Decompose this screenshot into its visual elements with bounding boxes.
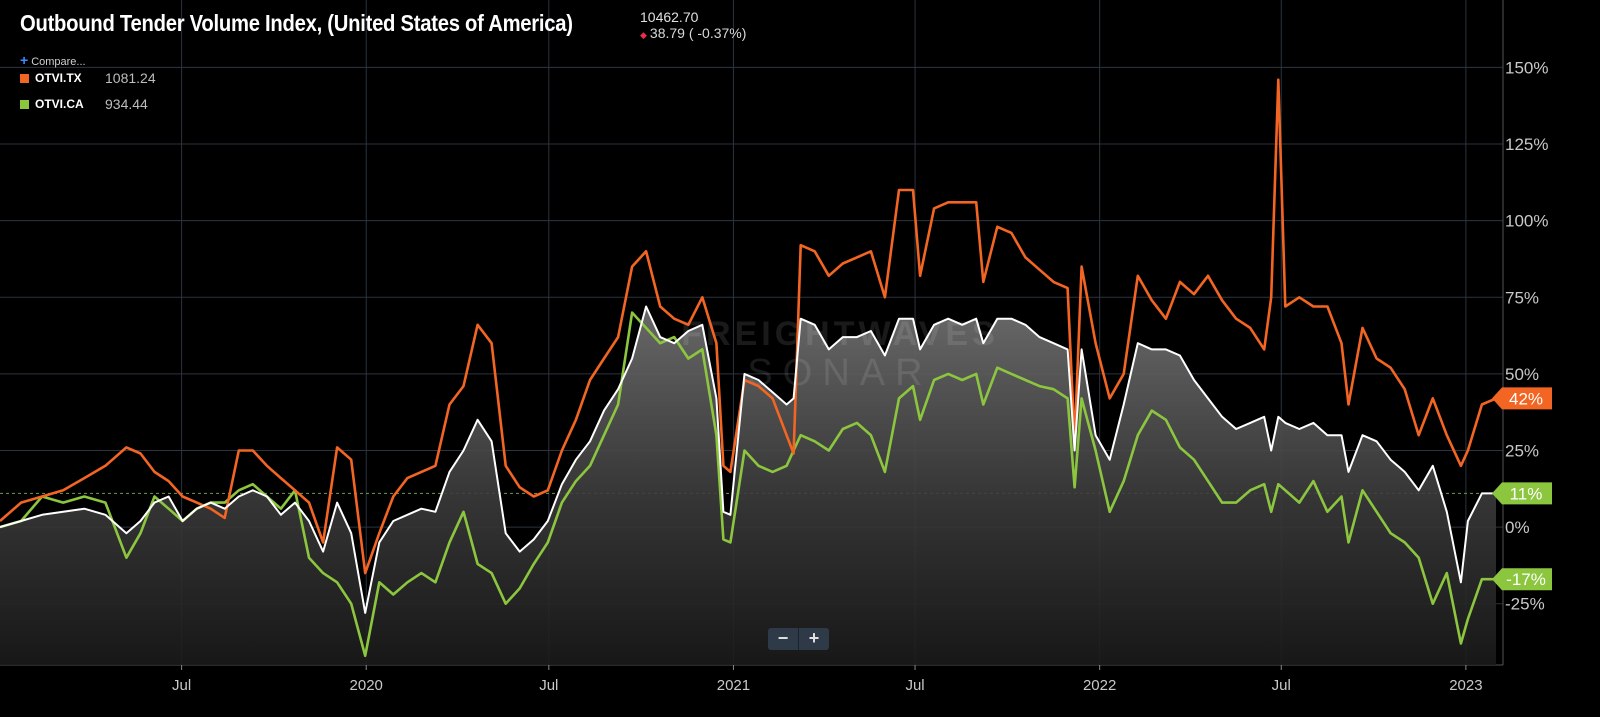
x-tick-label: 2020	[350, 677, 383, 694]
series-area-fill	[0, 306, 1496, 665]
legend-value: 934.44	[105, 96, 148, 112]
last-value-label: 42%	[1509, 389, 1543, 408]
y-tick-label: -25%	[1505, 595, 1545, 614]
y-tick-label: 125%	[1505, 135, 1548, 154]
zoom-in-button[interactable]: +	[798, 628, 829, 650]
chart-title: Outbound Tender Volume Index, (United St…	[20, 10, 573, 36]
down-arrow-icon: ◆	[640, 30, 647, 40]
last-value-flag	[1492, 482, 1552, 505]
compare-button[interactable]: + Compare...	[20, 52, 86, 68]
legend-item-tx[interactable]: OTVI.TX 1081.24	[20, 70, 156, 86]
zoom-out-button[interactable]: −	[777, 628, 789, 648]
legend-item-ca[interactable]: OTVI.CA 934.44	[20, 96, 148, 112]
quote-box: 10462.70 ◆ 38.79 ( -0.37%)	[640, 9, 746, 43]
last-value-label: -17%	[1506, 570, 1546, 589]
y-tick-label: 25%	[1505, 441, 1539, 460]
zoom-controls: − +	[768, 628, 829, 650]
y-tick-label: 75%	[1505, 288, 1539, 307]
y-tick-label: 0%	[1505, 518, 1530, 537]
last-value-flag	[1492, 568, 1552, 591]
compare-label: Compare...	[31, 56, 86, 68]
plus-icon: +	[20, 52, 29, 68]
last-value-flag	[1492, 387, 1552, 410]
x-tick-label: Jul	[1272, 677, 1291, 694]
y-axis: -25% 0% 25% 50% 75% 100% 125% 150%	[1505, 58, 1548, 613]
y-tick-label: 50%	[1505, 365, 1539, 384]
watermark-logo: SONAR	[747, 352, 932, 394]
legend-swatch	[20, 73, 29, 83]
last-value: 10462.70	[640, 9, 699, 25]
chart-header: Outbound Tender Volume Index, (United St…	[20, 8, 648, 38]
last-value-labels: 42% 11% -17%	[1492, 387, 1552, 591]
legend-symbol: OTVI.CA	[35, 97, 84, 111]
x-tick-label: 2023	[1449, 677, 1482, 694]
legend-swatch	[20, 99, 29, 109]
y-tick-label: 150%	[1505, 58, 1548, 77]
legend-symbol: OTVI.TX	[35, 71, 82, 85]
y-tick-label: 100%	[1505, 212, 1548, 231]
x-tick-label: 2021	[717, 677, 750, 694]
series-line-otvi-tx	[0, 78, 1497, 575]
x-tick-label: Jul	[539, 677, 558, 694]
x-tick-label: Jul	[905, 677, 924, 694]
x-axis: Jul 2020 Jul 2021 Jul 2022 Jul 2023	[172, 665, 1483, 694]
legend-value: 1081.24	[105, 70, 156, 86]
x-tick-label: Jul	[172, 677, 191, 694]
x-tick-label: 2022	[1083, 677, 1116, 694]
last-value-label: 11%	[1510, 484, 1543, 503]
series-line-otvi	[0, 305, 1496, 614]
change-value: 38.79 ( -0.37%)	[649, 25, 747, 41]
